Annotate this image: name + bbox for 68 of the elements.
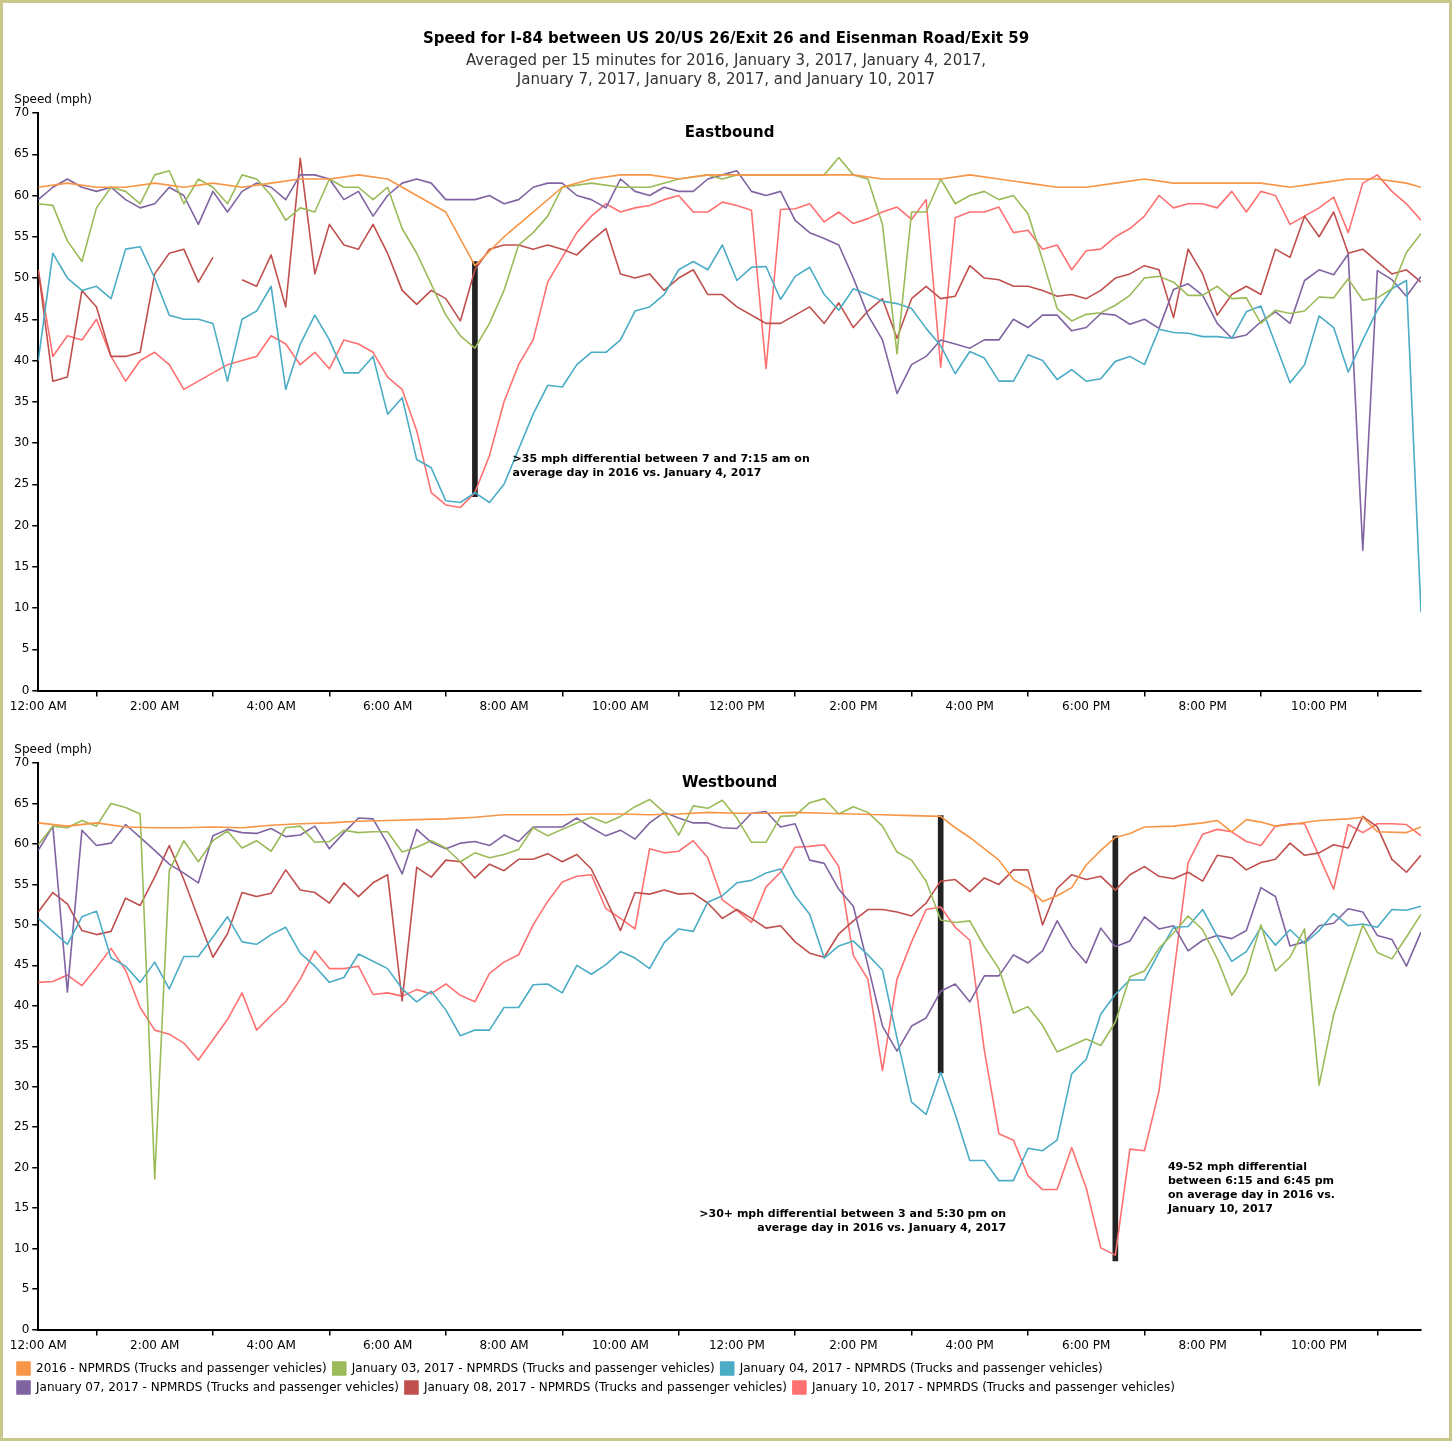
text: Eastbound — [684, 122, 775, 141]
x-tick-label: 2:00 AM — [130, 698, 180, 713]
x-tick-label: 10:00 AM — [591, 1337, 649, 1352]
y-tick-label: 45 — [13, 311, 30, 326]
y-tick-label: 10 — [13, 1240, 30, 1255]
x-tick-label: 8:00 PM — [1178, 1337, 1227, 1352]
x-tick-label: 10:00 PM — [1291, 698, 1348, 713]
x-tick-label: 12:00 PM — [708, 698, 765, 713]
y-tick-label: 55 — [13, 228, 30, 243]
y-tick-label: 65 — [13, 146, 30, 161]
y-tick-label: 40 — [13, 352, 30, 367]
y-tick-label: 20 — [13, 1159, 30, 1174]
x-tick-label: 6:00 PM — [1062, 698, 1111, 713]
x-tick-label: 4:00 PM — [945, 698, 994, 713]
x-tick-label: 2:00 AM — [130, 1337, 180, 1352]
legend-label: January 07, 2017 - NPMRDS (Trucks and passenger vehicles) — [35, 1379, 399, 1394]
text: Speed for I-84 between US 20/US 26/Exit 26 and Eisenman Road/Exit 59 — [421, 29, 1031, 47]
y-tick-label: 10 — [13, 600, 30, 615]
y-tick-label: 70 — [13, 755, 30, 770]
x-tick-label: 8:00 AM — [479, 1337, 529, 1352]
y-tick-label: 15 — [13, 1200, 30, 1215]
x-tick-label: 2:00 PM — [829, 698, 878, 713]
x-tick-label: 12:00 AM — [9, 1337, 67, 1352]
y-tick-label: 35 — [13, 1038, 30, 1053]
text: Averaged per 15 minutes for 2016, January 3, 2017, January 4, 2017, January 7, 2017, January 8, 2017, and January 10, 2017 — [464, 51, 988, 89]
x-tick-label: 8:00 AM — [479, 698, 529, 713]
legend-label: January 08, 2017 - NPMRDS (Trucks and passenger vehicles) — [422, 1379, 787, 1394]
x-tick-label: 8:00 PM — [1178, 698, 1227, 713]
y-tick-label: 25 — [13, 1119, 30, 1134]
legend-label: 2016 - NPMRDS (Trucks and passenger vehicles) — [36, 1360, 327, 1375]
x-tick-label: 6:00 AM — [362, 1337, 413, 1352]
y-tick-label: 35 — [13, 393, 30, 408]
y-tick-label: 45 — [13, 957, 30, 972]
text: Westbound — [681, 772, 778, 791]
y-tick-label: 60 — [13, 836, 30, 851]
y-tick-label: 50 — [13, 917, 30, 932]
y-tick-label: 0 — [21, 1321, 30, 1336]
x-tick-label: 4:00 AM — [246, 698, 296, 713]
x-tick-label: 12:00 AM — [9, 698, 67, 713]
y-tick-label: 30 — [13, 435, 30, 450]
y-tick-label: 25 — [13, 476, 30, 491]
x-tick-label: 2:00 PM — [829, 1337, 878, 1352]
x-tick-label: 12:00 PM — [708, 1337, 765, 1352]
y-tick-label: 70 — [13, 105, 30, 120]
legend-label: January 04, 2017 - NPMRDS (Trucks and passenger vehicles) — [738, 1360, 1103, 1375]
y-tick-label: 15 — [13, 558, 30, 573]
y-tick-label: 5 — [21, 1281, 30, 1296]
legend-label: January 10, 2017 - NPMRDS (Trucks and passenger vehicles) — [810, 1379, 1175, 1394]
x-tick-label: 10:00 PM — [1291, 1337, 1348, 1352]
y-tick-label: 20 — [13, 517, 30, 532]
y-axis-title: Speed (mph) — [14, 92, 92, 107]
x-tick-label: 6:00 PM — [1062, 1337, 1111, 1352]
y-tick-label: 30 — [13, 1078, 30, 1093]
y-tick-label: 0 — [21, 682, 30, 697]
y-tick-label: 40 — [13, 997, 30, 1012]
annotation: 49-52 mph differential between 6:15 and 6:45 pm on average day in 2016 vs. January 10, 2017 — [1166, 1160, 1335, 1216]
y-tick-label: 55 — [13, 876, 30, 891]
y-tick-label: 65 — [13, 795, 30, 810]
x-tick-label: 4:00 AM — [246, 1337, 296, 1352]
annotation: >30+ mph differential between 3 and 5:30 pm on average day in 2016 vs. January 4, 2017 — [699, 1206, 1007, 1234]
y-tick-label: 60 — [13, 187, 30, 202]
legend-label: January 03, 2017 - NPMRDS (Trucks and passenger vehicles) — [350, 1360, 715, 1375]
y-axis-title: Speed (mph) — [14, 742, 92, 757]
x-tick-label: 6:00 AM — [362, 698, 413, 713]
x-tick-label: 4:00 PM — [945, 1337, 994, 1352]
x-tick-label: 10:00 AM — [591, 698, 649, 713]
y-tick-label: 5 — [21, 641, 30, 656]
y-tick-label: 50 — [13, 270, 30, 285]
